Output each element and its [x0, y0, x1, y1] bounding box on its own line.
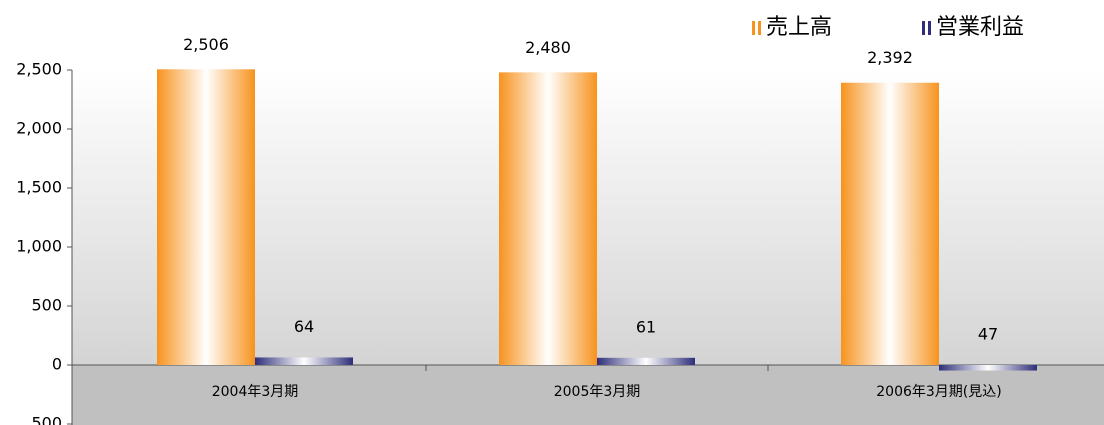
y-tick-label: 1,500 [16, 178, 62, 197]
x-tick-label: 2005年3月期 [554, 384, 641, 400]
x-tick-label: 2006年3月期(見込) [876, 384, 1001, 400]
value-label: 2,506 [183, 35, 229, 54]
legend-swatch [758, 21, 761, 35]
value-label: 64 [294, 317, 314, 336]
legend-label: 売上高 [766, 15, 832, 40]
y-tick-label: 2,000 [16, 119, 62, 138]
legend-swatch [922, 21, 925, 35]
y-tick-label: 500 [31, 296, 62, 315]
value-label: 61 [636, 317, 656, 336]
bar [255, 357, 353, 365]
y-tick-label: 500 [31, 414, 62, 425]
bar [841, 82, 939, 365]
bar [939, 365, 1037, 371]
y-tick-label: 2,500 [16, 60, 62, 79]
value-label: 47 [978, 325, 998, 344]
bar [157, 69, 255, 366]
y-tick-label: 1,000 [16, 237, 62, 256]
value-label: 2,480 [525, 38, 571, 57]
y-tick-label: 0 [52, 355, 62, 374]
value-label: 2,392 [867, 48, 913, 67]
bar [499, 72, 597, 366]
legend-label: 営業利益 [936, 15, 1024, 40]
legend-swatch [928, 21, 931, 35]
negative-band [72, 365, 1104, 425]
x-tick-label: 2004年3月期 [212, 384, 299, 400]
bar [597, 357, 695, 365]
legend-swatch [752, 21, 755, 35]
